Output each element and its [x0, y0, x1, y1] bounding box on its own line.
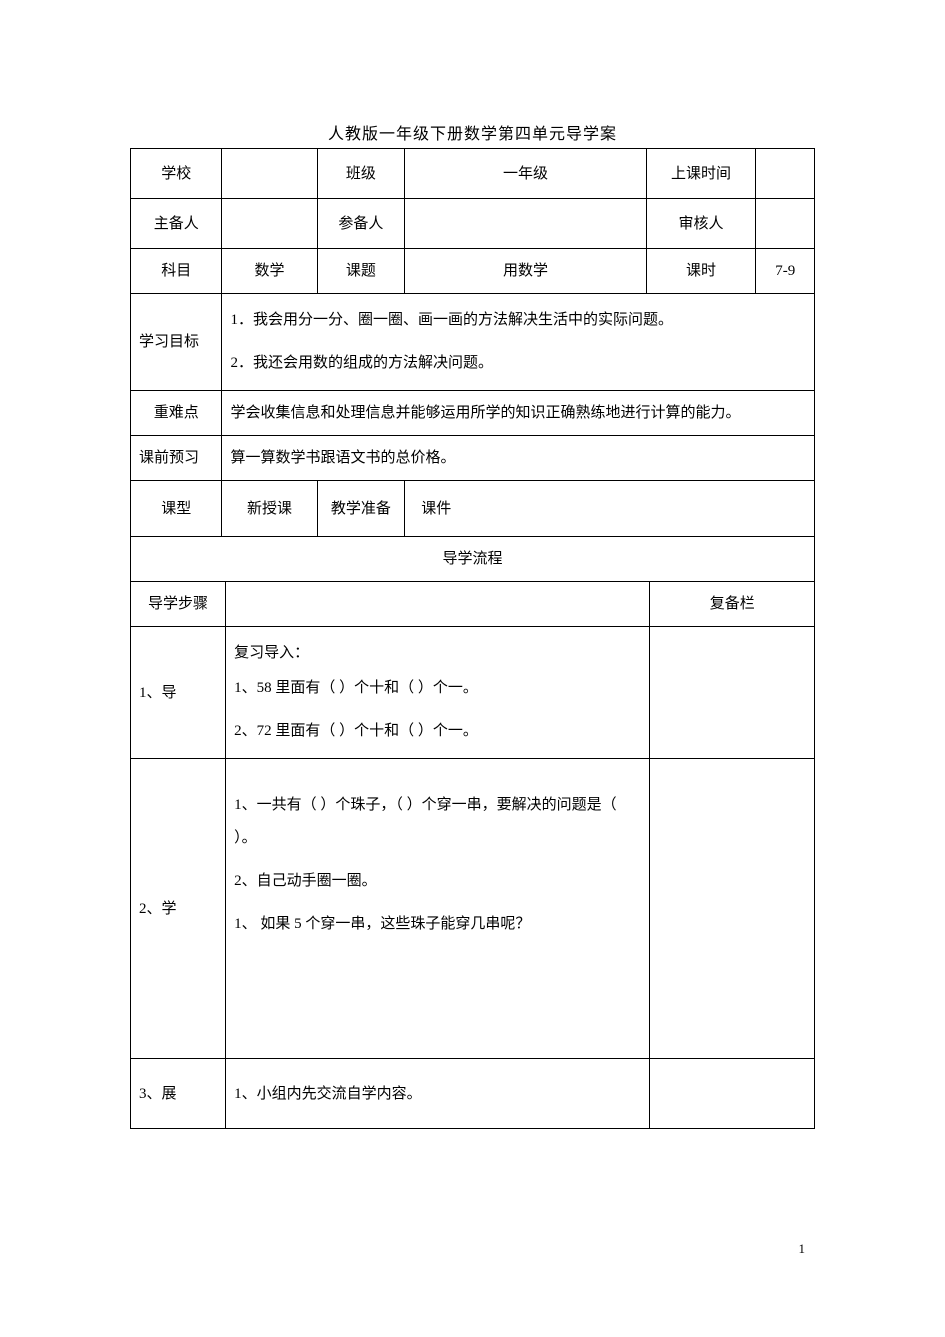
- step1-content: 复习导入： 1、58 里面有（ ）个十和（ ）个一。 2、72 里面有（ ）个十…: [226, 627, 650, 759]
- step1-t2: 1、58 里面有（ ）个十和（ ）个一。: [234, 672, 641, 705]
- label-subject: 科目: [131, 249, 222, 294]
- value-school: [222, 149, 317, 199]
- value-reviewer: [756, 199, 815, 249]
- label-period: 课时: [646, 249, 756, 294]
- label-school: 学校: [131, 149, 222, 199]
- step2-notes: [650, 759, 815, 1059]
- step2-content: 1、一共有（ ）个珠子，（ ）个穿一串，要解决的问题是（ ）。 2、自己动手圈一…: [226, 759, 650, 1059]
- step1-notes: [650, 627, 815, 759]
- label-time: 上课时间: [646, 149, 756, 199]
- label-class: 班级: [317, 149, 405, 199]
- value-topic: 用数学: [405, 249, 646, 294]
- page-number: 1: [799, 1241, 806, 1257]
- step2-t3: 1、 如果 5 个穿一串，这些珠子能穿几串呢？: [234, 908, 641, 941]
- goal-line-1: 1．我会用分一分、圈一圈、画一画的方法解决生活中的实际问题。: [230, 304, 806, 337]
- goal-line-2: 2．我还会用数的组成的方法解决问题。: [230, 347, 806, 380]
- label-prep: 教学准备: [317, 481, 405, 537]
- value-time: [756, 149, 815, 199]
- step2-t1: 1、一共有（ ）个珠子，（ ）个穿一串，要解决的问题是（ ）。: [234, 789, 641, 855]
- value-keypoint: 学会收集信息和处理信息并能够运用所学的知识正确熟练地进行计算的能力。: [222, 391, 815, 436]
- label-keypoint: 重难点: [131, 391, 222, 436]
- step2-t2: 2、自己动手圈一圈。: [234, 865, 641, 898]
- label-goals: 学习目标: [131, 294, 222, 391]
- label-preview: 课前预习: [131, 436, 222, 481]
- step1-t1: 复习导入：: [234, 637, 641, 670]
- label-coauthor: 参备人: [317, 199, 405, 249]
- label-coursetype: 课型: [131, 481, 222, 537]
- flow-content-header: [226, 582, 650, 627]
- value-subject: 数学: [222, 249, 317, 294]
- flow-header: 导学流程: [131, 537, 815, 582]
- label-notes: 复备栏: [650, 582, 815, 627]
- label-steps: 导学步骤: [131, 582, 226, 627]
- value-coursetype: 新授课: [222, 481, 317, 537]
- document-title: 人教版一年级下册数学第四单元导学案: [130, 120, 815, 144]
- step3-label: 3、展: [131, 1059, 226, 1129]
- label-author: 主备人: [131, 199, 222, 249]
- value-goals: 1．我会用分一分、圈一圈、画一画的方法解决生活中的实际问题。 2．我还会用数的组…: [222, 294, 815, 391]
- step3-notes: [650, 1059, 815, 1129]
- step3-content: 1、小组内先交流自学内容。: [226, 1059, 650, 1129]
- value-coauthor: [405, 199, 646, 249]
- value-author: [222, 199, 317, 249]
- lesson-plan-table: 学校 班级 一年级 上课时间 主备人 参备人 审核人 科目 数学 课题 用数学 …: [130, 148, 815, 582]
- label-reviewer: 审核人: [646, 199, 756, 249]
- step1-label: 1、导: [131, 627, 226, 759]
- step2-label: 2、学: [131, 759, 226, 1059]
- flow-table: 导学步骤 复备栏 1、导 复习导入： 1、58 里面有（ ）个十和（ ）个一。 …: [130, 582, 815, 1129]
- value-period: 7-9: [756, 249, 815, 294]
- value-class: 一年级: [405, 149, 646, 199]
- step1-t3: 2、72 里面有（ ）个十和（ ）个一。: [234, 715, 641, 748]
- value-prep: 课件: [405, 481, 815, 537]
- label-topic: 课题: [317, 249, 405, 294]
- value-preview: 算一算数学书跟语文书的总价格。: [222, 436, 815, 481]
